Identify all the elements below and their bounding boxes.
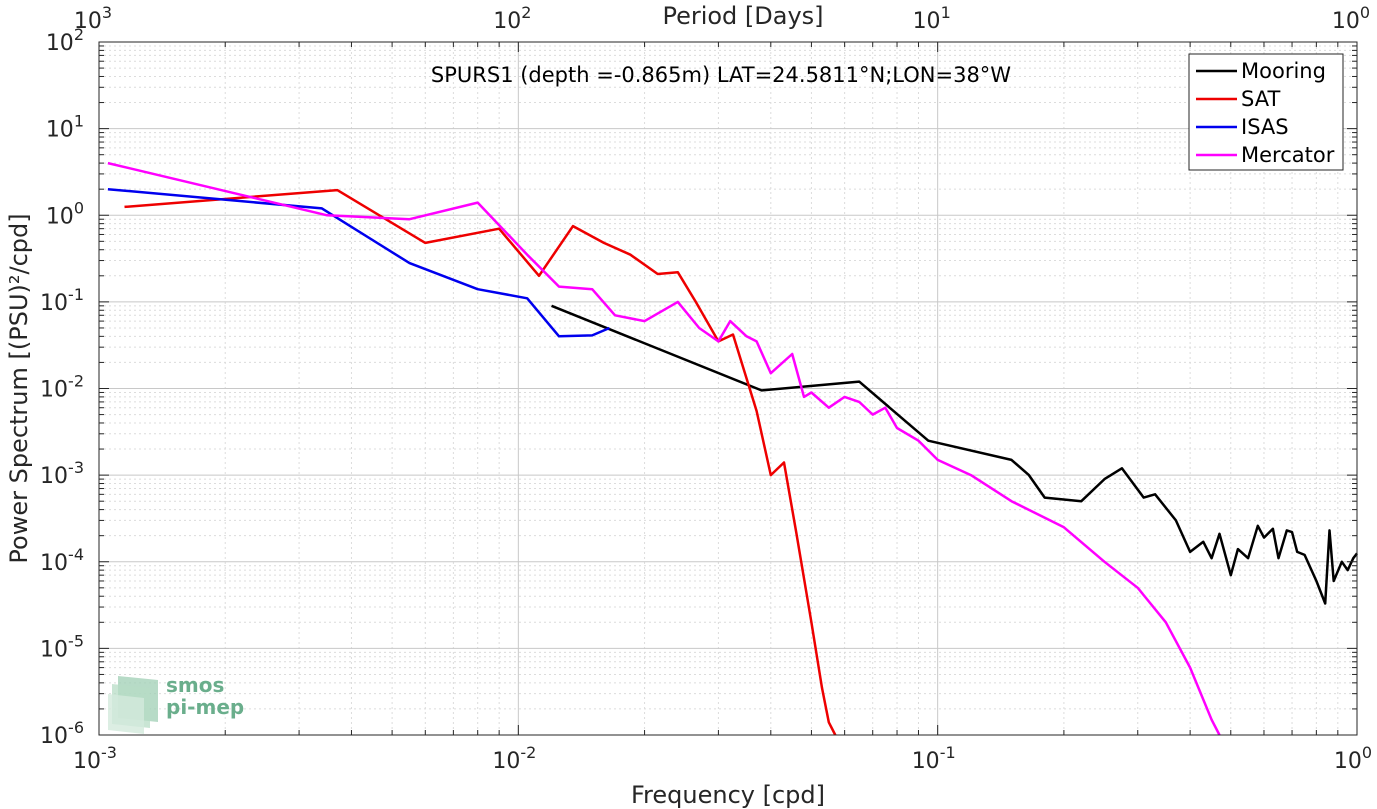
y-tick-label: 10-6 — [40, 718, 84, 749]
logo-mark-icon — [108, 676, 158, 734]
grid-major — [98, 41, 1358, 736]
legend-label-isas: ISAS — [1241, 115, 1289, 139]
y-tick-label: 101 — [46, 112, 84, 143]
x-tick-label: 10-3 — [73, 743, 117, 774]
y-tick-label: 10-5 — [40, 631, 84, 662]
top-tick-label: 101 — [913, 3, 951, 34]
y-tick-label: 10-1 — [40, 285, 84, 316]
legend: Mooring SAT ISAS Mercator — [1188, 53, 1344, 171]
logo-text-pi-mep: pi-mep — [166, 695, 244, 719]
legend-label-mooring: Mooring — [1241, 59, 1326, 83]
x-tick-label: 100 — [1334, 743, 1372, 774]
y-tick-label: 10-4 — [40, 545, 84, 576]
series-line-mercator — [107, 161, 1221, 736]
y-axis-label: Power Spectrum [(PSU)²/cpd] — [5, 213, 33, 563]
logo-text-smos: smos — [166, 673, 224, 697]
top-tick-label: 100 — [1332, 3, 1370, 34]
series-line-sat — [124, 188, 837, 736]
legend-items: Mooring SAT ISAS Mercator — [1196, 59, 1335, 167]
y-tick-label: 100 — [46, 198, 84, 229]
series-layer — [107, 161, 1358, 736]
legend-label-mercator: Mercator — [1241, 143, 1335, 167]
top-axis-label: Period [Days] — [662, 2, 823, 30]
series-line-mooring — [551, 304, 1358, 605]
y-tick-label: 10-3 — [40, 458, 84, 489]
top-tick-label: 102 — [493, 3, 531, 34]
y-tick-label: 102 — [46, 25, 84, 56]
legend-label-sat: SAT — [1241, 87, 1280, 111]
smos-pi-mep-logo: smos pi-mep — [108, 673, 244, 734]
x-tick-label: 10-2 — [492, 743, 536, 774]
x-axis-label: Frequency [cpd] — [631, 781, 825, 809]
y-tick-label: 10-2 — [40, 372, 84, 403]
ticks-layer — [98, 41, 1358, 736]
legend-box — [1188, 53, 1344, 171]
x-tick-label: 10-1 — [912, 743, 956, 774]
top-tick-label: 103 — [74, 3, 112, 34]
series-line-isas — [107, 187, 610, 338]
chart-title: SPURS1 (depth =-0.865m) LAT=24.5811°N;LO… — [431, 63, 1011, 87]
